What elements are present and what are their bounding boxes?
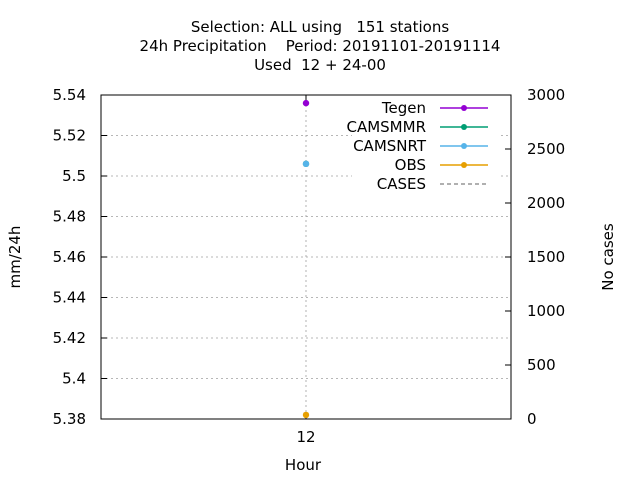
y2-tick-label: 0 [527, 410, 537, 428]
y2-tick-label: 500 [527, 356, 556, 374]
legend-marker [461, 162, 467, 168]
y2-tick-label: 2000 [527, 194, 565, 212]
chart-title-line-3: Used 12 + 24-00 [254, 56, 386, 74]
legend-label: OBS [395, 156, 426, 174]
y-tick-label: 5.46 [53, 248, 86, 266]
legend-marker [461, 105, 467, 111]
legend-marker [461, 124, 467, 130]
y2-tick-label: 2500 [527, 140, 565, 158]
y2-axis-label: No cases [599, 223, 617, 291]
y2-tick-label: 1000 [527, 302, 565, 320]
y-tick-label: 5.44 [53, 289, 86, 307]
legend-label: CAMSMMR [346, 118, 426, 136]
data-point-obs [302, 411, 310, 419]
chart-title-line-1: Selection: ALL using 151 stations [190, 18, 450, 36]
y-tick-label: 5.42 [53, 329, 86, 347]
chart-title-line-2: 24h Precipitation Period: 20191101-20191… [139, 37, 501, 55]
y-tick-label: 5.38 [53, 410, 86, 428]
y2-tick-label: 3000 [527, 86, 565, 104]
legend-marker [461, 143, 467, 149]
data-point-camsnrt [302, 160, 310, 168]
data-point-tegen [302, 99, 310, 107]
y2-tick-label: 1500 [527, 248, 565, 266]
y-tick-label: 5.48 [53, 208, 86, 226]
y-tick-label: 5.52 [53, 127, 86, 145]
legend-label: Tegen [381, 99, 426, 117]
x-axis-label: Hour [285, 456, 322, 474]
y-tick-label: 5.5 [62, 167, 86, 185]
legend-label: CAMSNRT [353, 137, 427, 155]
y-axis-label: mm/24h [6, 226, 24, 289]
tick-layer: 5.38 5.4 5.42 5.44 5.46 5.48 5.5 5.52 5.54 0 500 10… [53, 86, 566, 446]
data-layer [302, 99, 310, 419]
legend-label: CASES [377, 175, 426, 193]
y-tick-label: 5.4 [62, 370, 86, 388]
x-tick-label: 12 [296, 428, 315, 446]
y-tick-label: 5.54 [53, 86, 86, 104]
